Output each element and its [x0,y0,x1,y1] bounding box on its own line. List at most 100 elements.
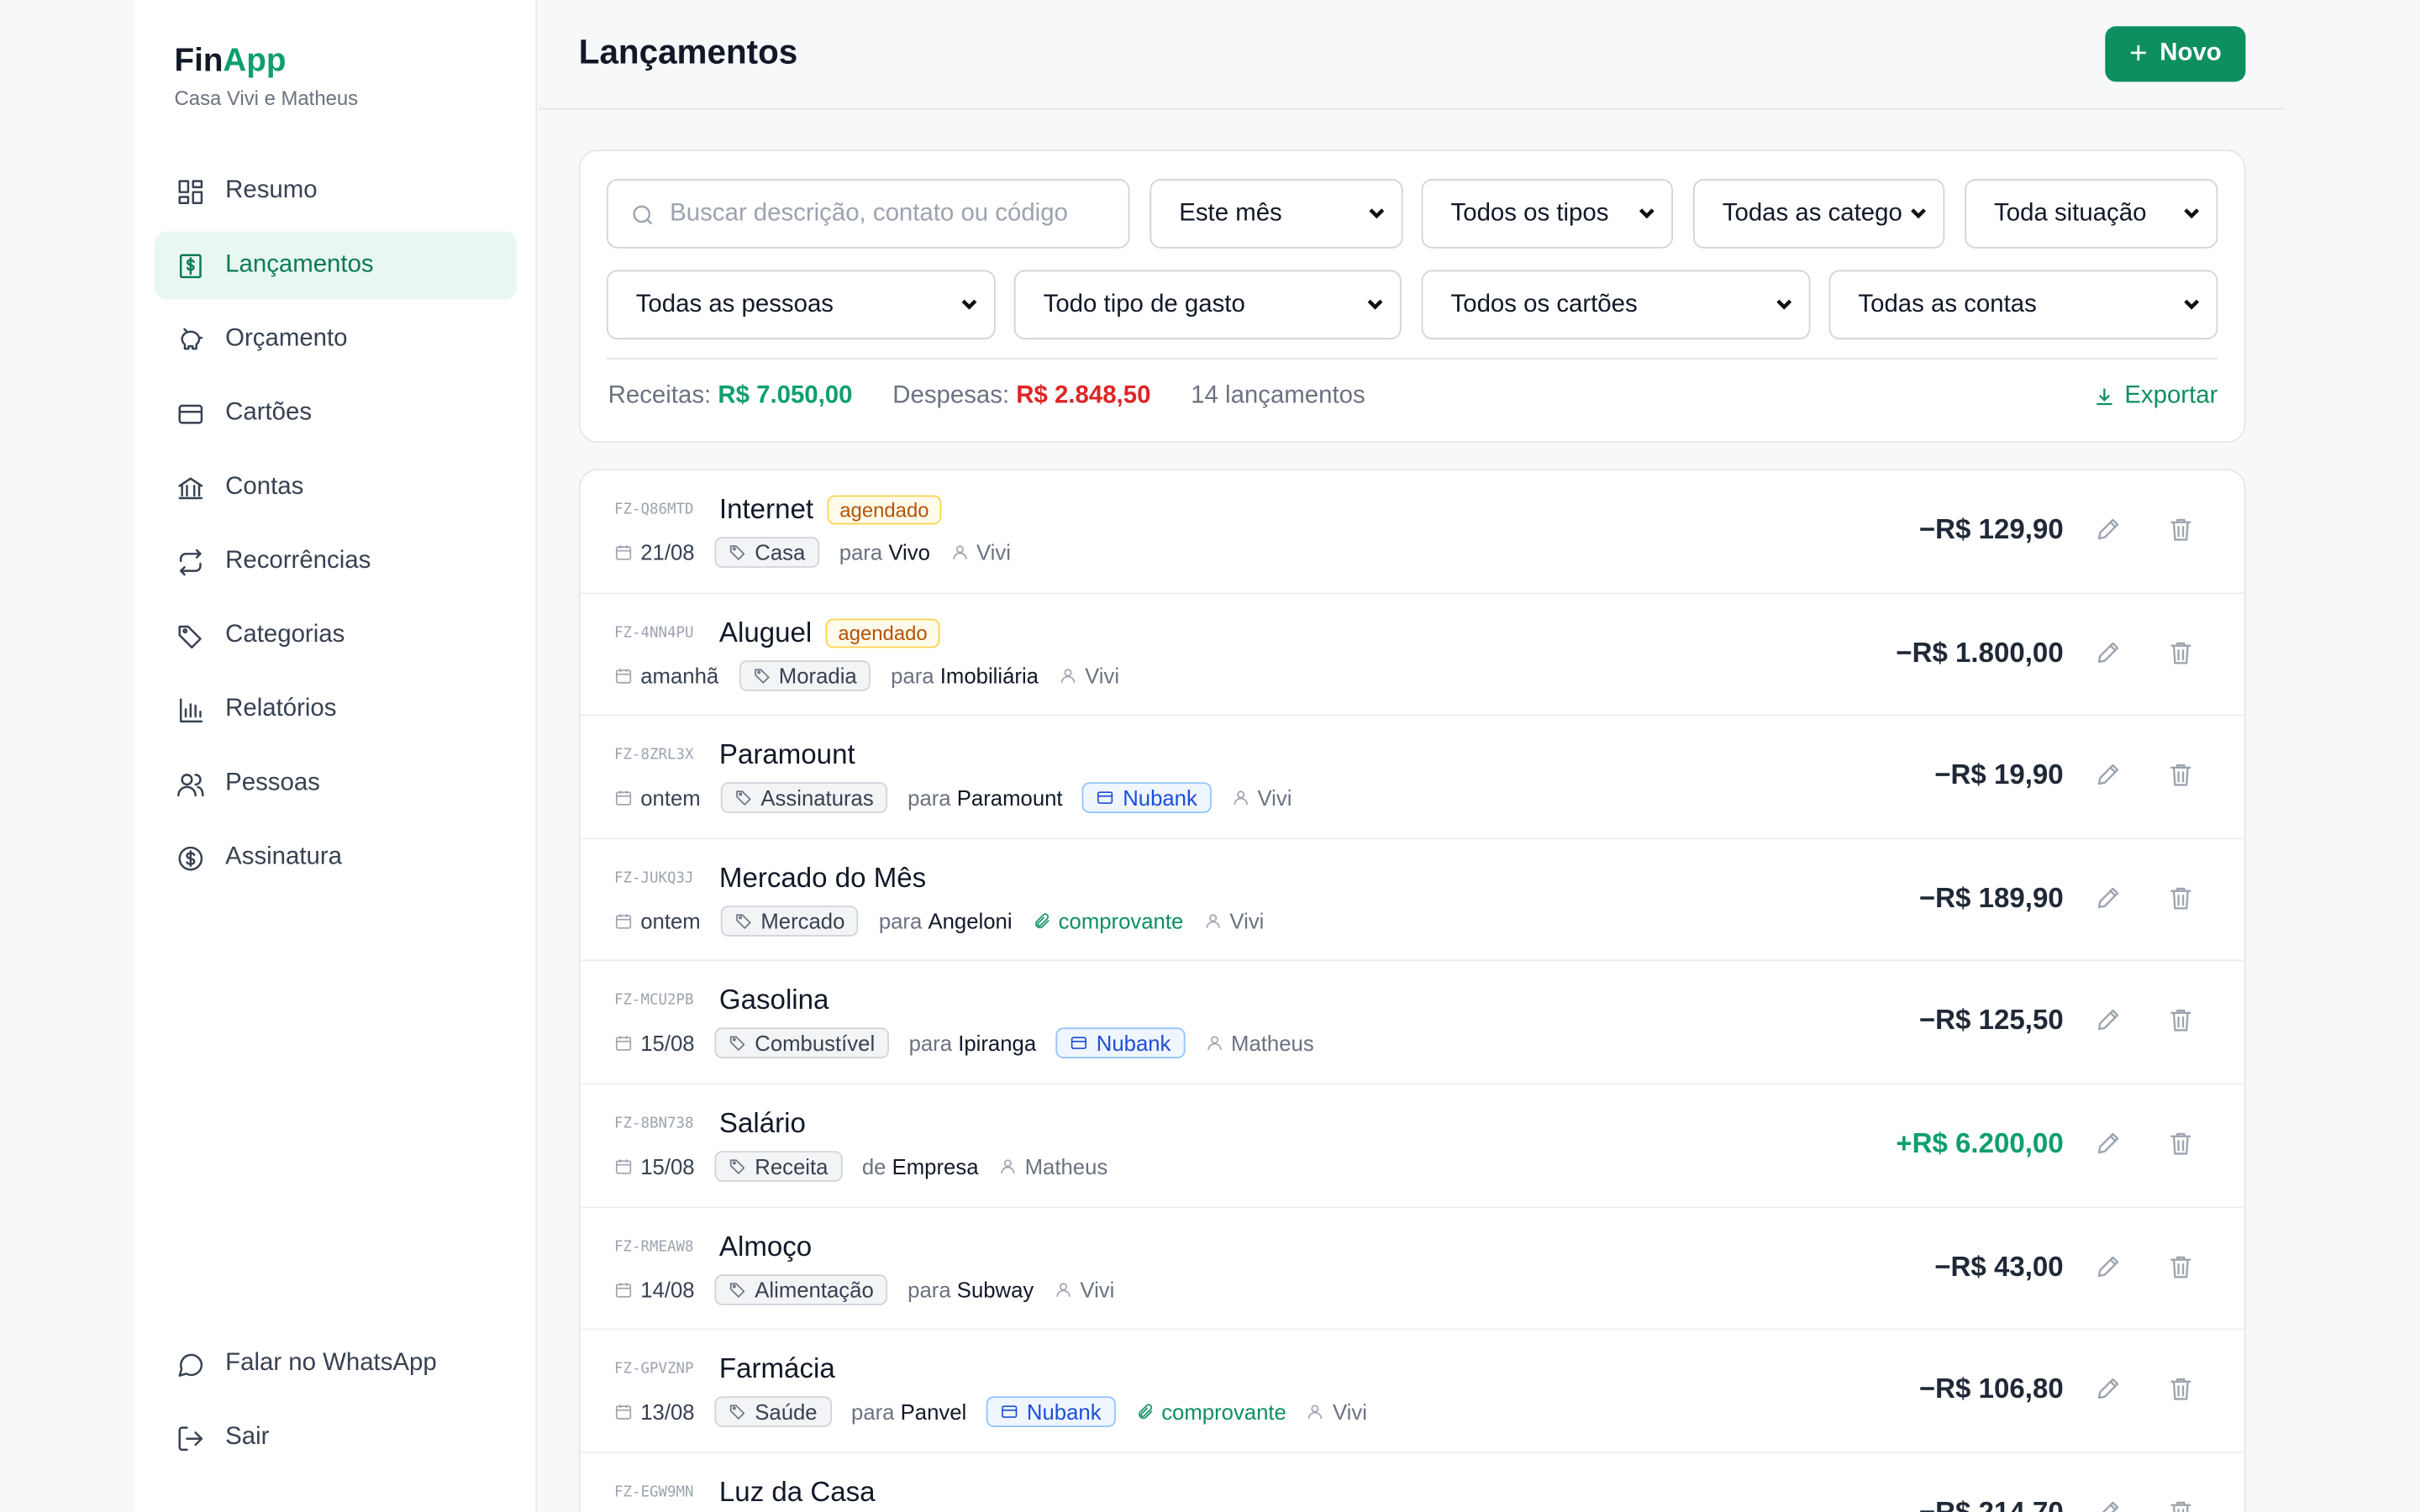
cards-select[interactable]: Todos os cartões [1422,270,1811,339]
expense-type-select[interactable]: Todo tipo de gasto [1014,270,1402,339]
transaction-row[interactable]: FZ-EGW9MN Luz da Casa −R$ 214,70 [581,1453,2244,1512]
trash-icon[interactable] [2167,761,2198,792]
sidebar-item-cartoes[interactable]: Cartões [155,380,518,448]
edit-icon[interactable] [2094,515,2125,546]
sidebar-item-lancamentos[interactable]: Lançamentos [155,232,518,300]
edit-icon[interactable] [2094,1498,2125,1512]
trash-icon[interactable] [2167,638,2198,669]
category-label: Mercado [760,908,844,932]
category-chip[interactable]: Alimentação [714,1273,887,1305]
direction-label: de [862,1154,886,1179]
trash-icon[interactable] [2167,884,2198,915]
trash-icon[interactable] [2167,1129,2198,1160]
receipt-link[interactable]: comprovante [1135,1399,1286,1424]
person: Vivi [1054,1277,1114,1301]
sidebar-item-sair[interactable]: Sair [155,1404,518,1472]
category-label: Receita [755,1154,828,1179]
card-label: Nubank [1097,1032,1171,1056]
trash-icon[interactable] [2167,1498,2198,1512]
transaction-row[interactable]: FZ-RMEAW8 Almoço 14/08 Alimentação para Subw… [581,1207,2244,1330]
edit-icon[interactable] [2094,638,2125,669]
edit-icon[interactable] [2094,884,2125,915]
sidebar-item-falar-no-whatsapp[interactable]: Falar no WhatsApp [155,1330,518,1398]
category-chip[interactable]: Assinaturas [721,783,888,814]
trash-icon[interactable] [2167,1006,2198,1037]
transaction-row[interactable]: FZ-GPVZNP Farmácia 13/08 Saúde para Panvel Nu… [581,1331,2244,1453]
chevron-down-icon [2182,202,2201,221]
export-button[interactable]: Exportar [2092,383,2218,411]
edit-icon[interactable] [2094,1006,2125,1037]
sidebar-item-categorias[interactable]: Categorias [155,601,518,669]
sidebar-item-orcamento[interactable]: Orçamento [155,306,518,374]
people-select[interactable]: Todas as pessoas [607,270,996,339]
transaction-row[interactable]: FZ-Q86MTD Internet agendado 21/08 Casa para V… [581,470,2244,593]
calendar-icon [614,911,633,930]
transaction-amount: −R$ 106,80 [1919,1373,2064,1406]
transaction-title-wrap: Almoço [719,1231,812,1263]
transaction-row[interactable]: FZ-MCU2PB Gasolina 15/08 Combustível para Ip… [581,962,2244,1084]
status-select[interactable]: Toda situação [1965,179,2217,249]
contact: para Subway [908,1277,1034,1301]
trash-icon[interactable] [2167,515,2198,546]
card-chip[interactable]: Nubank [986,1397,1115,1428]
trash-icon[interactable] [2167,1252,2198,1284]
card-chip[interactable]: Nubank [1082,783,1211,814]
sidebar-item-label: Contas [225,474,303,501]
edit-icon[interactable] [2094,1129,2125,1160]
transaction-row[interactable]: FZ-JUKQ3J Mercado do Mês ontem Mercado para … [581,839,2244,962]
edit-icon[interactable] [2094,761,2125,792]
receipt-link[interactable]: comprovante [1032,908,1183,932]
date-value: ontem [640,785,700,810]
category-chip[interactable]: Combustível [714,1028,888,1059]
download-icon [2092,385,2116,408]
transaction-code: FZ-MCU2PB [614,993,694,1010]
income-label: Receitas: [608,383,712,409]
sidebar-item-contas[interactable]: Contas [155,454,518,522]
receipt-label: comprovante [1059,908,1184,932]
brand-logo[interactable]: FinApp [175,43,359,80]
person: Matheus [1205,1032,1314,1056]
expense-total: Despesas: R$ 2.848,50 [892,383,1150,411]
transaction-row[interactable]: FZ-4NN4PU Aluguel agendado amanhã Moradia par… [581,593,2244,716]
transaction-title: Salário [719,1108,806,1141]
new-transaction-button[interactable]: + Novo [2105,26,2245,81]
category-chip[interactable]: Moradia [739,659,871,690]
search-input[interactable]: Buscar descrição, contato ou código [607,179,1130,249]
trash-icon[interactable] [2167,1375,2198,1406]
card-chip[interactable]: Nubank [1056,1028,1185,1059]
transaction-date: 15/08 [614,1154,695,1179]
transaction-row[interactable]: FZ-8ZRL3X Paramount ontem Assinaturas para P… [581,717,2244,839]
transaction-amount: −R$ 214,70 [1919,1496,2064,1512]
transaction-row[interactable]: FZ-8BN738 Salário 15/08 Receita de Empresa Ma… [581,1084,2244,1207]
sidebar-item-assinatura[interactable]: Assinatura [155,824,518,892]
category-chip[interactable]: Receita [714,1151,841,1182]
bar-chart-icon [175,695,206,726]
type-value: Todos os tipos [1451,200,1609,228]
edit-icon[interactable] [2094,1375,2125,1406]
sidebar-item-label: Resumo [225,177,317,205]
type-select[interactable]: Todos os tipos [1422,179,1673,249]
sidebar-item-relatorios[interactable]: Relatórios [155,675,518,743]
sidebar-item-label: Falar no WhatsApp [225,1350,437,1378]
category-chip[interactable]: Saúde [714,1397,831,1428]
transaction-code: FZ-EGW9MN [614,1483,694,1500]
sidebar-item-recorrencias[interactable]: Recorrências [155,528,518,596]
transaction-title-wrap: Gasolina [719,985,829,1018]
category-value: Todas as catego [1723,200,1902,228]
brand-name-accent: App [223,43,286,78]
category-select[interactable]: Todas as catego [1693,179,1944,249]
transaction-date: 13/08 [614,1399,695,1424]
accounts-select[interactable]: Todas as contas [1829,270,2218,339]
category-chip[interactable]: Casa [714,537,818,568]
chat-icon [175,1348,206,1379]
edit-icon[interactable] [2094,1252,2125,1284]
sidebar-item-pessoas[interactable]: Pessoas [155,750,518,818]
tag-icon [753,666,771,685]
credit-card-icon [1071,1034,1089,1053]
direction-label: para [851,1399,894,1424]
sidebar-item-resumo[interactable]: Resumo [155,157,518,225]
period-select[interactable]: Este mês [1150,179,1402,249]
category-chip[interactable]: Mercado [721,906,859,937]
tag-icon [729,1034,747,1053]
transaction-meta: ontem Assinaturas para Paramount Nubank Vivi [614,783,1292,814]
